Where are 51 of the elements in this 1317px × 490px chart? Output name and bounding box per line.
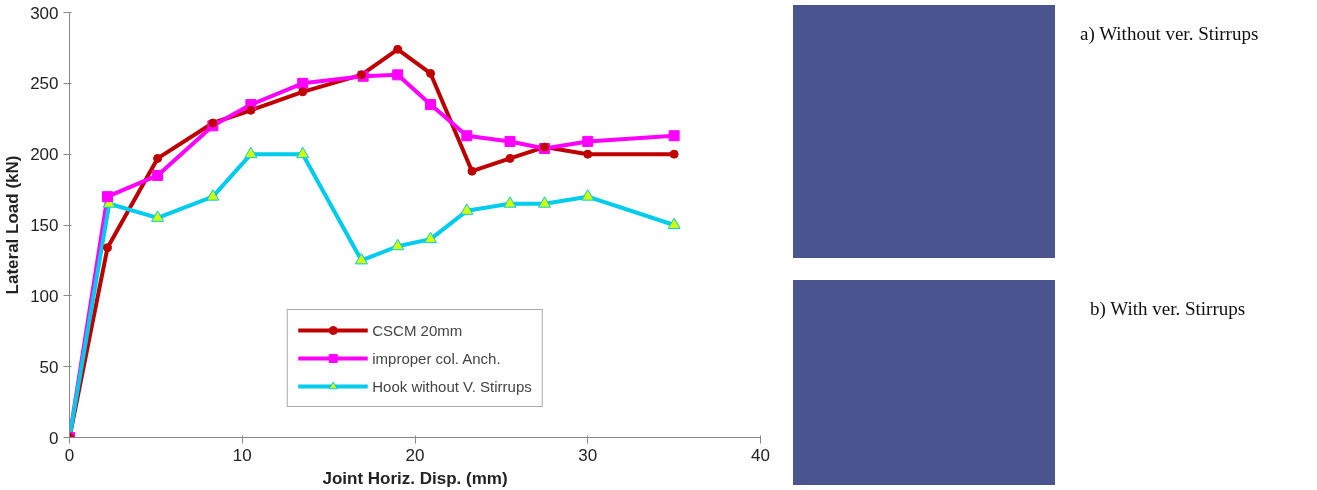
point [151,210,165,222]
point [467,166,477,176]
x-tick-label: 40 [751,445,770,465]
point [426,68,436,78]
y-tick-label: 0 [49,428,59,448]
y-tick-label: 300 [30,3,59,23]
x-tick-label: 30 [578,445,598,465]
point [668,130,680,142]
point [246,105,256,115]
y-tick-label: 50 [39,357,59,377]
y-axis-title: Lateral Load (kN) [3,155,23,295]
point [424,231,438,244]
point [505,153,515,163]
point [103,243,112,253]
point [297,77,309,89]
y-tick-label: 250 [30,74,59,94]
point [244,146,258,159]
point [583,149,593,159]
x-tick-label: 10 [232,445,252,465]
legend-label: CSCM 20mm [372,321,463,339]
point [460,203,474,215]
y-tick-label: 100 [30,286,59,306]
x-tick-label: 20 [405,445,425,465]
legend-label: Hook without V. Stirrups [372,377,532,395]
point [669,149,679,159]
text: a) Without ver. Stirrups [1080,22,1259,46]
text: b) With ver. Stirrups [1090,297,1246,321]
y-tick-label: 200 [30,145,59,165]
point [582,135,594,147]
point [538,196,552,208]
point [503,196,517,208]
point [296,146,310,159]
point [391,238,405,251]
legend-label: improper col. Anch. [372,349,501,367]
point [152,169,164,181]
point [393,44,403,54]
x-axis-title: Joint Horiz. Disp. (mm) [322,468,508,488]
point [206,189,220,201]
point [153,153,163,163]
point [392,69,404,81]
y-tick-label: 150 [30,216,59,235]
x-tick-label: 0 [64,445,75,465]
point [208,118,218,128]
point [298,87,308,97]
point [425,99,437,111]
point [102,191,113,203]
point [354,252,368,265]
point [581,189,595,201]
point [461,130,473,142]
point [667,217,681,229]
point [504,135,516,147]
